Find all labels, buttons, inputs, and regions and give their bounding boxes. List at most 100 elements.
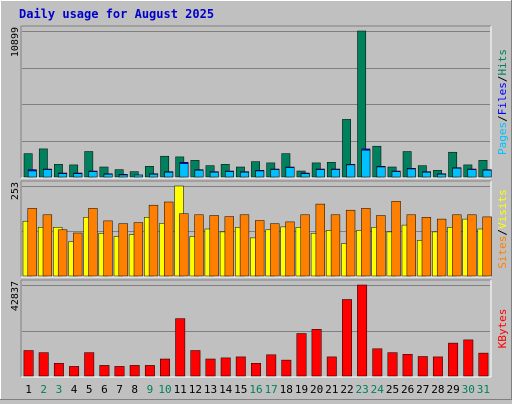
bar-kbytes-day-15 [235, 356, 246, 377]
bar-pages-day-31 [482, 170, 492, 178]
x-tick-label-day-14: 14 [219, 383, 233, 396]
bar-sites-day-4 [73, 232, 83, 277]
bar-sites-day-23 [361, 208, 371, 277]
bar-pages-day-2 [43, 169, 52, 178]
bar-sites-day-14 [224, 216, 234, 277]
bar-pages-day-17 [270, 169, 280, 178]
bar-pages-day-22 [346, 164, 356, 178]
bar-sites-day-19 [300, 214, 310, 277]
bar-kbytes-day-13 [205, 358, 216, 377]
x-tick-label-day-10: 10 [158, 383, 171, 396]
bar-pages-day-19 [300, 173, 310, 178]
legend-kbytes: KBytes [496, 309, 509, 349]
x-tick-label-day-28: 28 [431, 383, 444, 396]
bar-sites-day-26 [406, 214, 416, 277]
x-tick-label-day-29: 29 [446, 383, 459, 396]
bar-sites-day-27 [421, 217, 432, 277]
x-tick-label-day-27: 27 [416, 383, 429, 396]
bar-kbytes-day-12 [190, 350, 201, 377]
bar-kbytes-day-24 [372, 348, 383, 377]
bar-pages-day-11 [179, 163, 189, 178]
bar-sites-day-20 [315, 203, 325, 277]
bar-pages-day-20 [315, 169, 325, 178]
x-tick-label-day-9: 9 [147, 383, 154, 396]
x-tick-label-day-3: 3 [56, 383, 63, 396]
legend-item-visits: Visits [496, 189, 509, 229]
bar-pages-day-26 [406, 168, 416, 178]
x-tick-label-day-18: 18 [280, 383, 293, 396]
x-tick-label-day-26: 26 [401, 383, 414, 396]
x-tick-label-day-16: 16 [249, 383, 262, 396]
bar-pages-day-3 [58, 173, 68, 178]
bar-sites-day-5 [88, 208, 98, 277]
legend-item-files: Files [496, 82, 509, 115]
x-tick-label-day-13: 13 [204, 383, 217, 396]
bar-sites-day-28 [436, 218, 447, 277]
bar-sites-day-10 [164, 201, 174, 277]
legend-separator: / [496, 76, 509, 83]
bar-sites-day-8 [133, 222, 144, 277]
x-tick-label-day-12: 12 [189, 383, 202, 396]
bar-kbytes-day-6 [99, 365, 110, 377]
bar-kbytes-day-17 [266, 354, 277, 377]
bar-sites-day-6 [103, 220, 113, 277]
bar-kbytes-day-22 [342, 299, 352, 377]
bar-pages-day-29 [452, 168, 462, 178]
bar-pages-day-13 [209, 172, 219, 178]
bar-kbytes-day-18 [281, 359, 292, 377]
legend-item-kbytes: KBytes [496, 309, 509, 349]
x-tick-label-day-21: 21 [325, 383, 338, 396]
bar-sites-day-29 [452, 214, 462, 277]
bar-pages-day-4 [73, 173, 83, 178]
bar-pages-day-27 [422, 172, 431, 178]
bar-sites-day-15 [239, 214, 250, 277]
bar-pages-day-18 [285, 167, 295, 178]
bar-kbytes-day-8 [129, 365, 140, 377]
x-tick-label-day-4: 4 [71, 383, 78, 396]
bar-pages-day-1 [27, 170, 37, 178]
bar-kbytes-day-7 [114, 366, 125, 377]
x-tick-label-day-23: 23 [355, 383, 368, 396]
bar-pages-day-15 [240, 172, 249, 178]
x-tick-label-day-31: 31 [477, 383, 490, 396]
bar-kbytes-day-28 [432, 356, 443, 377]
x-tick-label-day-30: 30 [462, 383, 475, 396]
x-tick-label-day-8: 8 [131, 383, 138, 396]
x-tick-label-day-19: 19 [295, 383, 308, 396]
bar-kbytes-day-19 [296, 333, 307, 377]
x-tick-label-day-2: 2 [40, 383, 47, 396]
x-tick-label-day-6: 6 [101, 383, 108, 396]
bar-pages-day-28 [437, 174, 447, 178]
bar-sites-day-30 [467, 214, 477, 277]
bar-kbytes-day-16 [251, 363, 261, 377]
legend-item-sites: Sites [496, 236, 509, 269]
x-tick-label-day-11: 11 [174, 383, 187, 396]
bar-kbytes-day-23 [357, 284, 368, 377]
bar-pages-day-12 [194, 170, 204, 178]
bar-kbytes-day-31 [478, 352, 489, 377]
bar-sites-day-31 [482, 216, 492, 277]
chart-title: Daily usage for August 2025 [19, 7, 215, 21]
bar-pages-day-7 [118, 174, 128, 178]
bar-sites-day-2 [42, 214, 53, 277]
bar-kbytes-day-10 [160, 358, 170, 377]
bar-pages-day-23 [361, 149, 371, 178]
bar-kbytes-day-20 [311, 329, 322, 377]
bar-pages-day-16 [255, 170, 265, 178]
x-tick-label-day-20: 20 [310, 383, 323, 396]
bar-pages-day-10 [164, 172, 174, 178]
bar-kbytes-day-2 [38, 352, 49, 377]
ymax-label-kbytes: 42837 [10, 281, 21, 311]
x-tick-label-day-24: 24 [371, 383, 385, 396]
bar-sites-day-17 [270, 223, 280, 277]
x-tick-label-day-1: 1 [25, 383, 32, 396]
bar-pages-day-25 [391, 171, 401, 178]
bar-sites-day-21 [330, 214, 341, 277]
x-tick-label-day-25: 25 [386, 383, 399, 396]
bar-pages-day-21 [331, 169, 340, 178]
bar-pages-day-24 [376, 166, 386, 178]
bar-kbytes-day-3 [53, 363, 64, 377]
bar-pages-day-14 [225, 171, 234, 178]
bar-kbytes-day-1 [23, 350, 34, 377]
